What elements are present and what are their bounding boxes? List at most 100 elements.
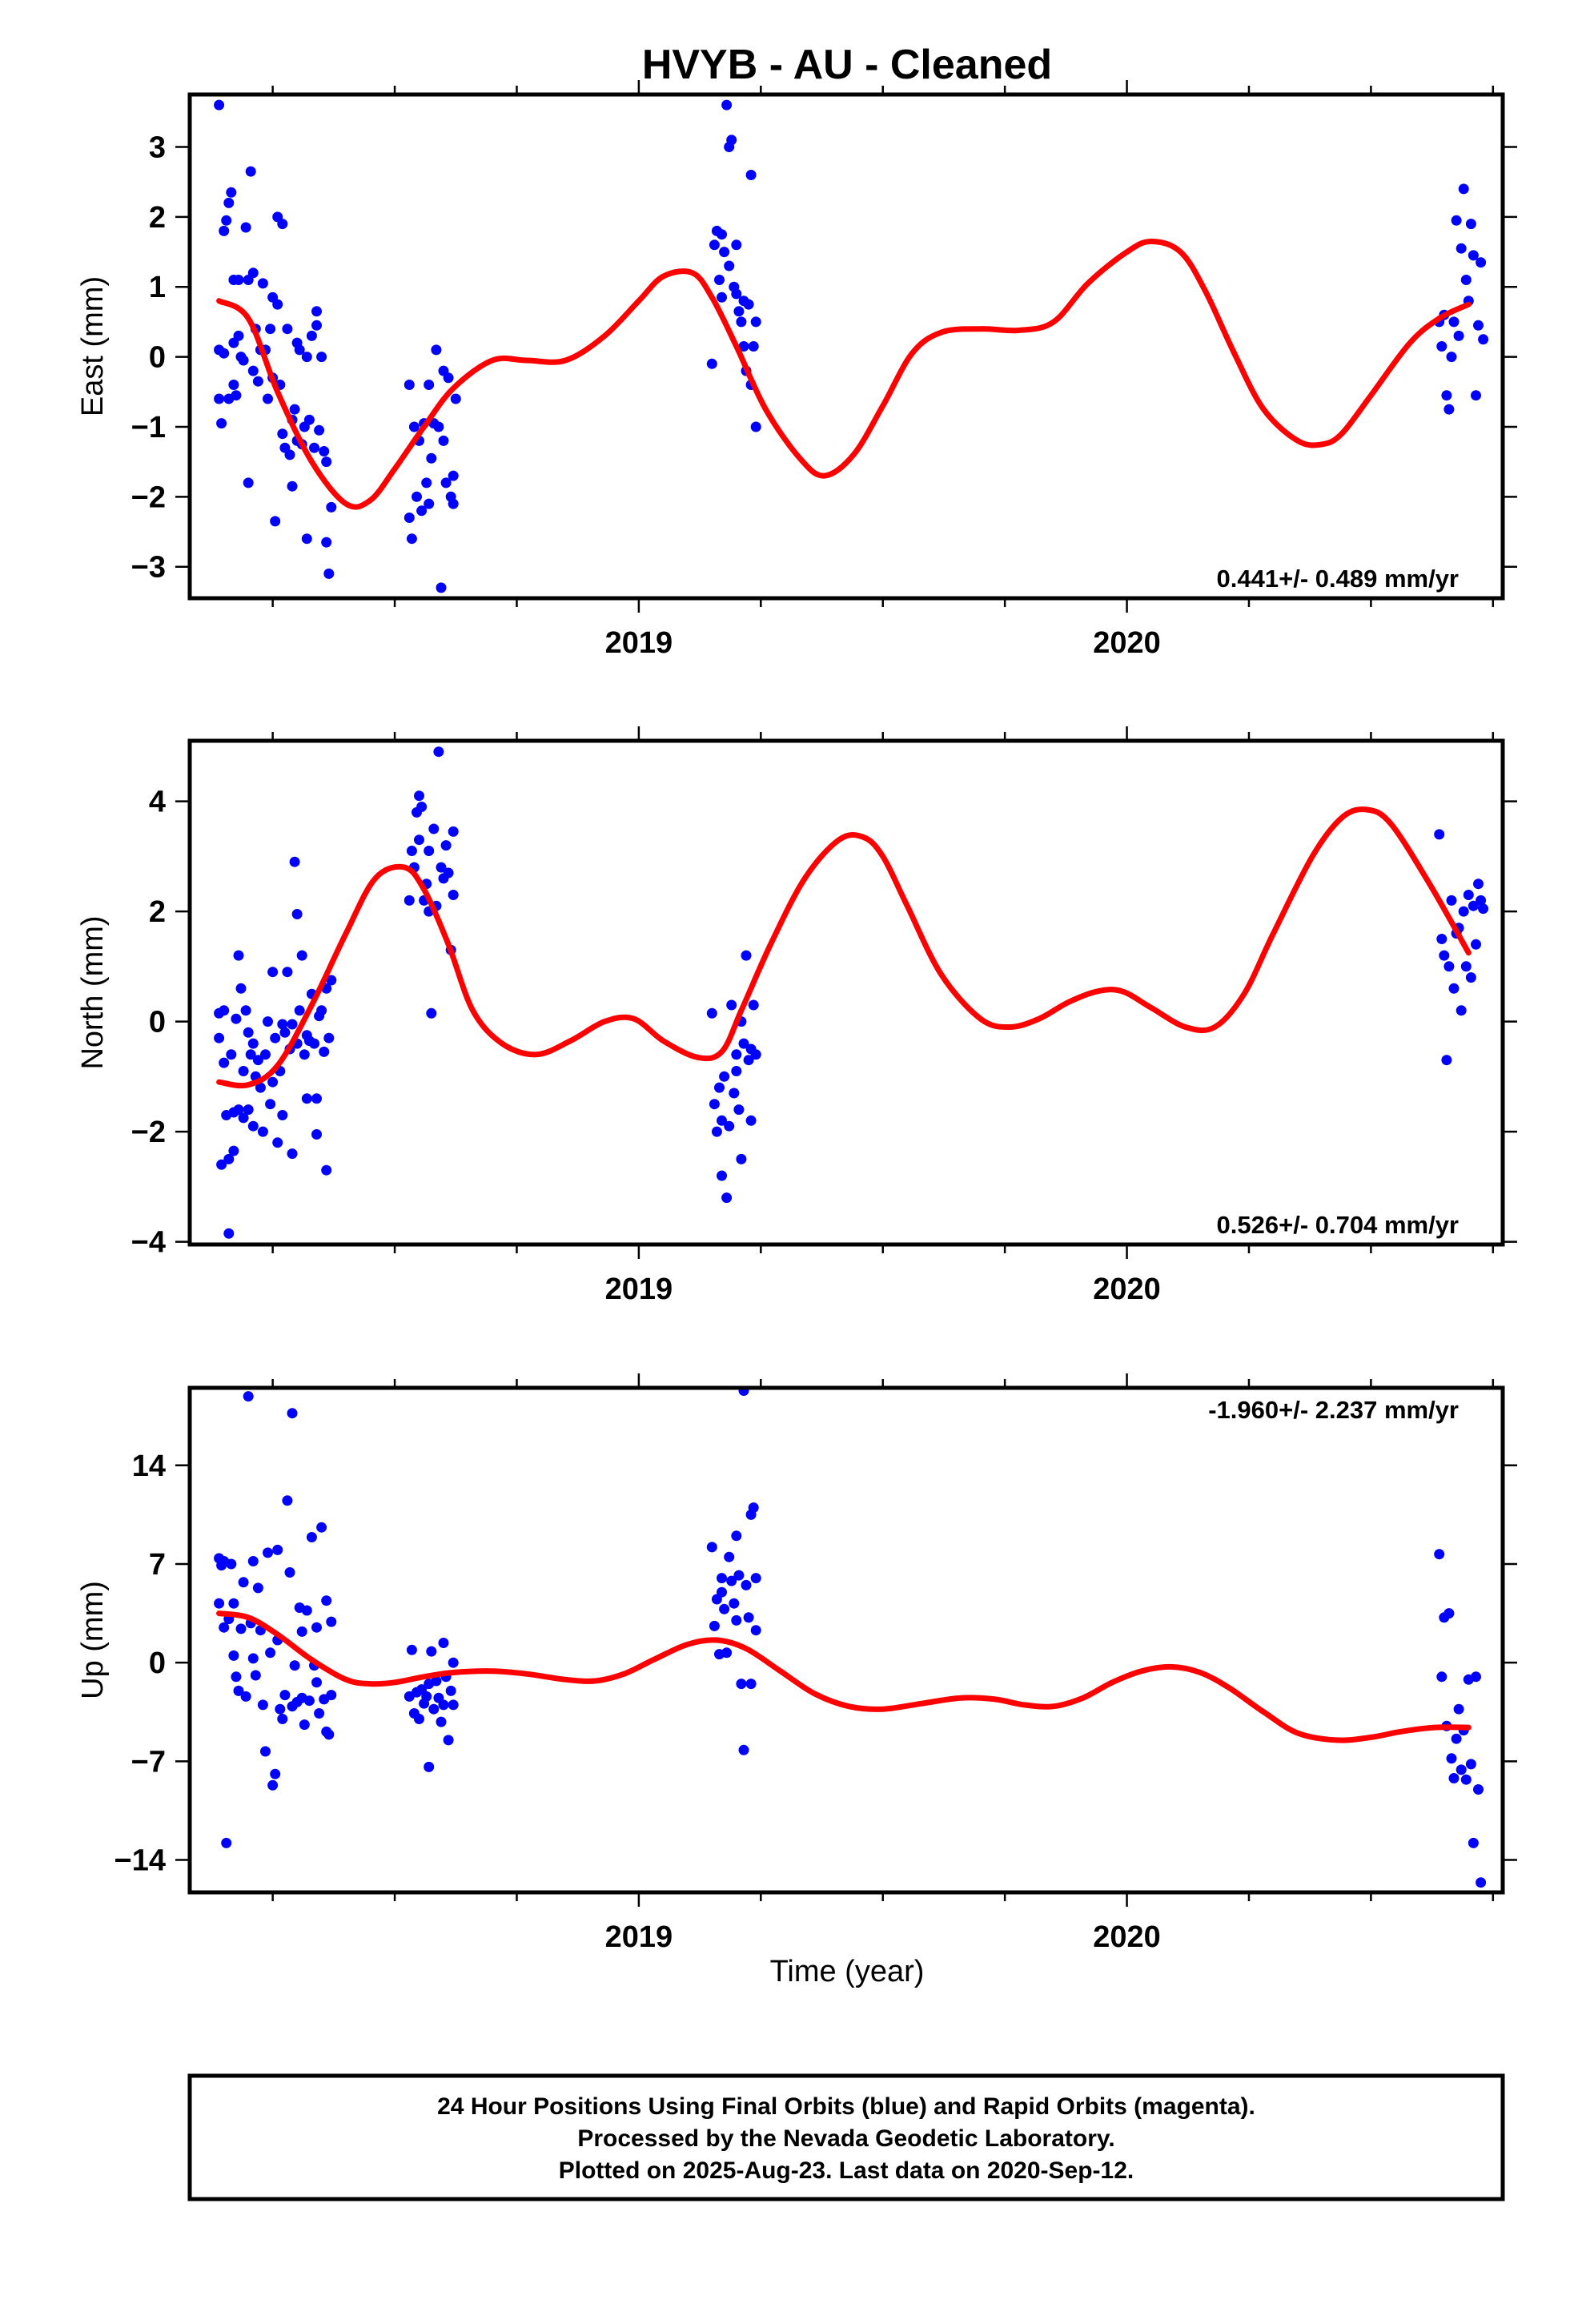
- up-data-point: [745, 1679, 757, 1690]
- east-data-point: [714, 275, 725, 285]
- north-data-point: [1448, 983, 1460, 994]
- up-data-point: [228, 1598, 239, 1609]
- north-data-point: [729, 1088, 740, 1099]
- north-data-point: [301, 1093, 312, 1104]
- east-data-point: [214, 99, 225, 111]
- east-data-point: [404, 380, 415, 390]
- up-data-point: [1471, 1671, 1481, 1683]
- up-data-point: [448, 1699, 459, 1711]
- north-data-point: [1446, 895, 1457, 906]
- north-data-point: [316, 1005, 327, 1016]
- north-data-point: [706, 1007, 717, 1019]
- north-data-point: [1471, 939, 1481, 950]
- up-data-point: [272, 1544, 283, 1555]
- east-data-point: [314, 424, 325, 436]
- up-y-tick-label: 7: [149, 1548, 166, 1582]
- up-data-point: [326, 1616, 337, 1627]
- east-model-curve: [216, 239, 1472, 510]
- up-data-point: [247, 1653, 259, 1664]
- east-data-point: [433, 421, 444, 432]
- east-data-point: [450, 393, 461, 404]
- up-data-point: [1476, 1877, 1487, 1888]
- up-data-point: [1436, 1671, 1447, 1683]
- up-data-point: [414, 1714, 424, 1724]
- east-data-point: [436, 582, 447, 593]
- east-data-point: [265, 324, 276, 335]
- east-data-point: [284, 449, 295, 460]
- east-data-point: [1468, 250, 1479, 261]
- east-data-point: [243, 477, 254, 489]
- north-data-point: [231, 1013, 242, 1024]
- north-data-point: [228, 1145, 239, 1156]
- up-data-point: [240, 1691, 251, 1702]
- north-y-tick-label: −2: [131, 1116, 166, 1149]
- north-data-point: [247, 1120, 259, 1132]
- north-data-points: [214, 746, 1489, 1239]
- east-data-point: [321, 537, 332, 548]
- up-data-point: [250, 1670, 261, 1681]
- east-y-tick-label: −3: [131, 551, 166, 585]
- north-data-point: [260, 1049, 271, 1060]
- up-data-point: [231, 1671, 242, 1683]
- east-velocity-label: 0.441+/- 0.489 mm/yr: [1217, 565, 1459, 593]
- east-data-point: [294, 344, 305, 356]
- up-data-point: [282, 1495, 293, 1506]
- east-ticks: [175, 80, 1517, 613]
- north-data-point: [270, 1032, 281, 1043]
- east-data-point: [1458, 183, 1469, 195]
- up-data-point: [279, 1690, 291, 1701]
- east-data-point: [323, 568, 335, 579]
- east-data-point: [731, 239, 742, 251]
- north-data-point: [1434, 829, 1445, 840]
- up-data-point: [738, 1744, 749, 1755]
- up-data-point: [1453, 1703, 1464, 1715]
- north-data-point: [294, 1005, 305, 1016]
- up-data-point: [303, 1695, 315, 1707]
- north-data-point: [223, 1228, 235, 1239]
- north-data-point: [443, 867, 454, 879]
- north-data-point: [1436, 934, 1447, 944]
- north-data-point: [448, 826, 459, 837]
- east-data-point: [263, 393, 273, 404]
- north-data-point: [1473, 879, 1484, 890]
- east-data-point: [311, 306, 322, 317]
- east-data-point: [226, 187, 237, 198]
- north-data-point: [287, 1148, 298, 1160]
- east-data-point: [1443, 404, 1455, 415]
- up-data-point: [311, 1677, 322, 1688]
- north-data-point: [424, 846, 435, 856]
- north-data-point: [750, 1049, 761, 1060]
- up-data-point: [260, 1746, 271, 1757]
- up-data-point: [1460, 1774, 1472, 1785]
- east-data-point: [257, 278, 268, 289]
- east-data-point: [1453, 330, 1464, 341]
- up-data-point: [299, 1719, 310, 1731]
- north-data-point: [263, 1016, 273, 1027]
- up-data-point: [275, 1703, 286, 1715]
- east-data-point: [438, 435, 449, 446]
- up-data-point: [267, 1779, 279, 1791]
- east-data-point: [1456, 243, 1467, 254]
- east-data-point: [311, 320, 322, 331]
- north-data-point: [741, 950, 752, 961]
- north-data-point: [1456, 1005, 1467, 1016]
- north-data-point: [724, 1120, 735, 1132]
- north-data-point: [721, 1192, 733, 1204]
- north-data-point: [235, 983, 247, 994]
- east-data-point: [221, 215, 232, 226]
- north-data-point: [247, 1038, 259, 1049]
- north-data-point: [277, 1110, 288, 1120]
- up-data-point: [257, 1699, 268, 1711]
- north-plot-frame: [187, 738, 1505, 1247]
- up-data-point: [1451, 1733, 1462, 1744]
- up-data-point: [719, 1603, 730, 1614]
- north-data-point: [426, 1007, 437, 1019]
- up-data-point: [301, 1605, 312, 1616]
- north-data-point: [414, 834, 424, 846]
- east-data-point: [1465, 219, 1476, 230]
- east-data-point: [721, 99, 733, 111]
- north-panel: 2019 2020 4 2 0 −2 −4 North (mm) 0.526+/- 0.704 …: [76, 726, 1517, 1306]
- east-data-point: [219, 225, 230, 236]
- up-data-point: [277, 1714, 288, 1724]
- up-data-point: [1434, 1549, 1445, 1560]
